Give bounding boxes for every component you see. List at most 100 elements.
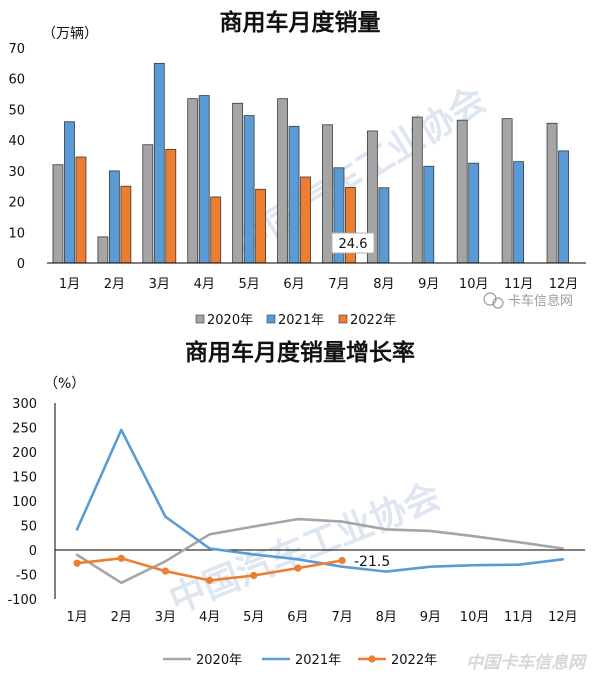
bar-x-tick-1: 1月 — [59, 277, 80, 292]
bar-annotation-label: 24.6 — [339, 237, 368, 252]
bar-y-tick-20: 20 — [8, 196, 25, 211]
line-x-ticks: 1月 2月 3月 4月 5月 6月 7月 8月 9月 10月 11月 12月 — [66, 610, 577, 625]
bar-x-tick-2: 2月 — [104, 277, 125, 292]
line-y-tick-neg50: -50 — [16, 569, 37, 584]
line-x-tick-9: 9月 — [420, 610, 441, 625]
bar-2021-6 — [288, 125, 300, 264]
bar-legend-swatch-2022 — [338, 314, 348, 324]
line-y-tick-200: 200 — [12, 446, 37, 461]
line-series-2020 — [75, 517, 565, 585]
bar-legend: 2020年 2021年 2022年 — [195, 313, 396, 328]
line-legend-marker-2022 — [368, 655, 376, 663]
bar-2022-1 — [75, 156, 87, 264]
bar-legend-swatch-2020 — [195, 314, 205, 324]
bar-marks — [52, 62, 569, 264]
bar-legend-label-2022: 2022年 — [350, 313, 396, 328]
bar-y-tick-10: 10 — [8, 226, 25, 241]
line-x-tick-7: 7月 — [331, 610, 352, 625]
line-x-tick-5: 5月 — [243, 610, 264, 625]
bar-x-tick-12: 12月 — [549, 277, 579, 292]
bar-2020-9 — [411, 116, 423, 264]
bar-y-tick-30: 30 — [8, 165, 25, 180]
line-point-2022-3 — [161, 567, 170, 575]
bar-x-tick-6: 6月 — [283, 277, 304, 292]
line-x-tick-12: 12月 — [548, 610, 578, 625]
line-legend-label-2020: 2020年 — [196, 653, 242, 668]
bar-y-tick-0: 0 — [17, 257, 25, 272]
bar-2021-2 — [108, 170, 120, 264]
bar-chart: 商用车月度销量 （万辆） 0 10 20 30 40 50 60 70 1月 2月 3月 4月 5月 6… — [8, 9, 586, 328]
wechat-icon-inner — [492, 297, 504, 309]
bar-2021-5 — [243, 115, 255, 264]
line-annotation-label: -21.5 — [354, 554, 390, 570]
bar-2022-2 — [120, 185, 132, 264]
bar-2020-4 — [187, 98, 199, 264]
bar-y-tick-50: 50 — [8, 103, 25, 118]
bar-x-tick-4: 4月 — [194, 277, 215, 292]
watermark-text-bottom: 中国汽车工业协会 — [164, 476, 446, 622]
bar-legend-swatch-2021 — [266, 314, 276, 324]
line-legend-label-2021: 2021年 — [295, 653, 341, 668]
line-x-tick-4: 4月 — [199, 610, 220, 625]
line-y-tick-50: 50 — [20, 520, 37, 535]
wechat-watermark-label: 卡车信息网 — [508, 293, 573, 309]
line-point-2022-7 — [338, 556, 346, 565]
bar-x-tick-7: 7月 — [328, 277, 349, 292]
bar-2020-7 — [322, 124, 333, 264]
bar-2022-5 — [255, 188, 267, 264]
bar-chart-title: 商用车月度销量 — [220, 9, 381, 36]
bar-y-ticks: 0 10 20 30 40 50 60 70 — [8, 42, 25, 272]
corner-watermark: 中国卡车信息网 — [466, 653, 588, 673]
bar-2022-6 — [300, 176, 311, 264]
bar-2022-4 — [210, 196, 222, 264]
line-x-tick-2: 2月 — [111, 610, 132, 625]
bar-2021-4 — [198, 95, 210, 264]
bar-legend-label-2021: 2021年 — [278, 313, 324, 328]
bar-2021-3 — [153, 62, 165, 264]
line-marks — [73, 428, 565, 585]
bar-2021-10 — [468, 162, 480, 264]
line-chart-title: 商用车月度销量增长率 — [185, 339, 415, 366]
line-y-tick-neg100: -100 — [7, 593, 37, 608]
line-point-2022-5 — [250, 571, 258, 580]
line-chart: 商用车月度销量增长率 （%） 300 250 200 150 100 50 0 -50 -100… — [7, 339, 588, 673]
line-x-tick-6: 6月 — [287, 610, 308, 625]
bar-2021-8 — [378, 187, 390, 264]
line-chart-ylabel: （%） — [44, 376, 85, 392]
bar-x-ticks: 1月 2月 3月 4月 5月 6月 7月 8月 9月 10月 11月 12月 — [59, 277, 578, 292]
line-y-tick-300: 300 — [12, 397, 37, 412]
line-x-tick-8: 8月 — [376, 610, 397, 625]
line-x-tick-11: 11月 — [504, 610, 534, 625]
bar-chart-ylabel: （万辆） — [42, 26, 98, 42]
bar-x-tick-11: 11月 — [504, 277, 534, 292]
bar-x-tick-3: 3月 — [149, 277, 170, 292]
line-y-tick-0: 0 — [29, 544, 37, 559]
bar-2021-1 — [64, 121, 75, 264]
line-x-tick-3: 3月 — [155, 610, 176, 625]
line-x-tick-10: 10月 — [460, 610, 490, 625]
line-y-tick-100: 100 — [12, 495, 37, 510]
bar-annotation-box — [331, 232, 375, 254]
bar-y-tick-40: 40 — [8, 134, 25, 149]
bar-2020-12 — [546, 122, 558, 264]
bar-2020-3 — [142, 144, 154, 264]
bar-2021-9 — [423, 165, 435, 264]
line-y-ticks: 300 250 200 150 100 50 0 -50 -100 — [7, 397, 37, 608]
bar-2020-11 — [501, 118, 513, 264]
line-point-2022-4 — [205, 576, 214, 584]
bar-x-tick-5: 5月 — [238, 277, 259, 292]
line-legend: 2020年 2021年 2022年 — [163, 653, 437, 668]
bar-2020-10 — [456, 119, 468, 264]
bar-2020-1 — [52, 164, 64, 264]
bar-2020-2 — [97, 236, 109, 264]
bar-legend-label-2020: 2020年 — [207, 313, 253, 328]
bar-x-tick-8: 8月 — [373, 277, 394, 292]
bar-annotation: 24.6 — [331, 232, 375, 254]
bar-x-tick-9: 9月 — [418, 277, 439, 292]
line-y-tick-250: 250 — [12, 422, 37, 437]
bar-x-tick-10: 10月 — [459, 277, 489, 292]
line-point-2022-1 — [73, 559, 81, 567]
line-y-tick-150: 150 — [12, 471, 37, 486]
